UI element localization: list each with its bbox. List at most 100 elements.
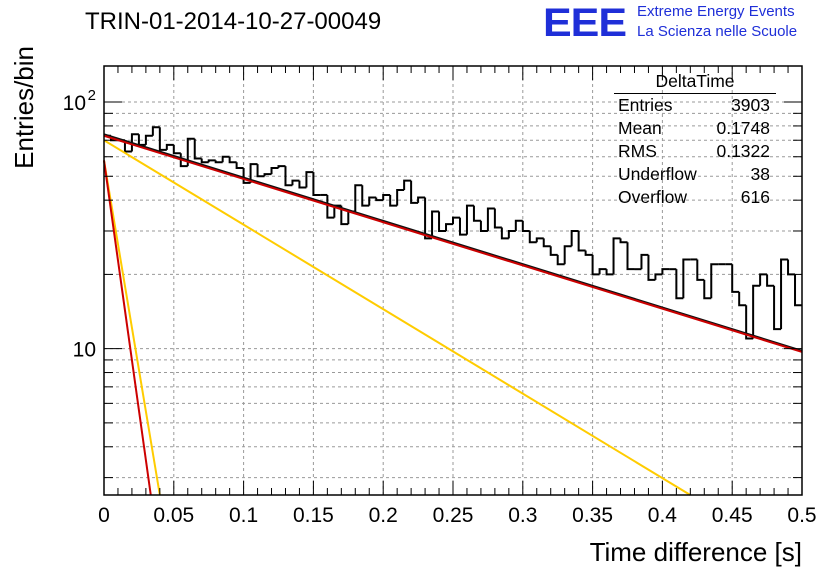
tick-layer [103,66,803,495]
histogram-bin [172,144,181,155]
stats-value: 38 [750,164,770,184]
fit-line-total-steep [103,160,152,496]
stats-label: Entries [618,95,673,115]
fit-line-slow-component [103,133,803,352]
y-axis-label: Entries/bin [9,46,39,169]
histogram-bin [563,245,572,265]
histogram-bin [144,134,153,145]
histogram-bin [598,268,607,275]
stats-row-mean: Mean 0.1748 [612,117,776,140]
histogram-bin [410,180,419,204]
histogram-bin [640,253,649,270]
histogram-bin [151,126,160,136]
histogram-bin [710,263,719,299]
histogram-bin [472,205,481,222]
histogram-bin [612,237,621,275]
histogram-bin [312,172,321,196]
histogram-bin [570,229,579,247]
histogram-bin [528,230,537,244]
histogram-bin [479,220,488,232]
histogram-bin [500,227,509,240]
histogram-bin [354,184,363,212]
histogram-bin [214,160,223,164]
x-tick-label: 0.4 [648,504,678,527]
histogram-bin [591,254,600,276]
fit-line-medium-component [103,139,691,496]
histogram-bin [193,138,202,160]
histogram-bin [431,210,440,239]
histogram-bin [584,250,593,256]
histogram-bin [382,193,391,201]
histogram-bin [507,229,516,239]
histogram-bin [458,217,467,236]
x-tick-label: 0.25 [433,504,474,527]
stats-row-overflow: Overflow 616 [612,186,776,209]
histogram-bin [403,179,412,190]
stats-value: 0.1748 [716,118,770,138]
histogram-bin [542,238,551,248]
histogram-bin [514,219,523,231]
histogram-bin [654,273,663,280]
histogram-bin [207,159,216,163]
histogram-bin [452,216,460,225]
x-tick-label: 0.3 [508,504,537,527]
histogram-bin [417,196,426,203]
fit-line-fast-component [103,160,161,496]
x-tick-label: 0.5 [787,504,816,527]
histogram-bin [535,237,544,243]
histogram-bin [361,185,370,207]
histogram-bin [605,269,614,276]
x-tick-label: 0.1 [229,504,258,527]
histogram-bin [703,279,712,300]
histogram-bin [389,194,398,207]
histogram-bin [130,133,139,152]
x-tick-label: 0.35 [572,504,613,527]
histogram-bin [249,163,258,183]
histogram-bin [256,164,265,178]
histogram-bin [787,259,796,276]
stats-value: 3903 [731,95,770,115]
label-layer: 0 0.05 0.1 0.15 0.2 0.25 0.3 0.35 0.4 0.45 0.5 10 10… [9,46,817,567]
histogram-bin [270,167,279,175]
stats-row-rms: RMS 0.1322 [612,140,776,163]
fit-layer [103,133,803,496]
histogram-bin [696,259,705,281]
histogram-bin [200,158,209,164]
histogram-bin [396,188,405,206]
histogram-bin [165,143,174,150]
stats-value: 616 [740,187,770,207]
histogram-bin [780,258,789,330]
stats-row-entries: Entries 3903 [612,94,776,117]
stats-label: Mean [618,118,662,138]
histogram-bin [326,194,335,219]
histogram-bin [263,173,272,177]
histogram-bin [682,258,691,299]
stats-label: Underflow [618,164,697,184]
histogram-bin [375,197,384,202]
histogram-bin [221,155,230,163]
histogram-bin [284,166,293,187]
histogram-bin [738,291,747,307]
stats-label: RMS [618,141,657,161]
histogram-bin [137,134,146,146]
histogram-bin [766,274,775,287]
y-tick-label: 10 [73,339,96,362]
histogram-bin [228,156,237,164]
histogram-bin [745,305,754,340]
histogram-bin [486,207,495,231]
y-tick-label: 10 [63,92,86,115]
histogram-bin [675,269,684,300]
stats-box: DeltaTime Entries 3903 Mean 0.1748 RMS 0… [612,71,776,209]
stats-row-underflow: Underflow 38 [612,163,776,186]
stats-title: DeltaTime [614,71,776,94]
x-tick-label: 0 [98,504,110,527]
histogram-bin [773,285,782,331]
histogram-bin [521,220,530,232]
histogram-bin [661,268,670,275]
stats-value: 0.1322 [716,141,770,161]
histogram-bin [626,242,635,271]
histogram-bin [277,165,286,169]
histogram-bin [291,179,300,186]
y-tick-exponent: 2 [88,87,96,104]
histogram-bin [298,180,307,189]
